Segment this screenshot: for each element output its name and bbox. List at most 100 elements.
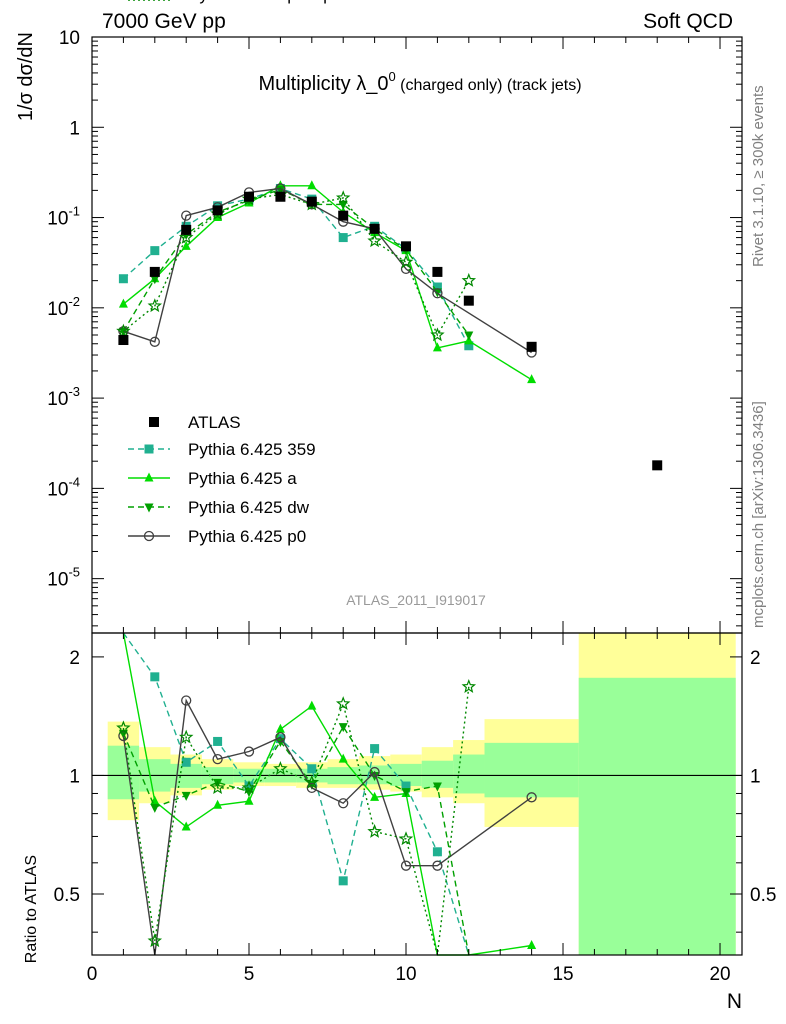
series-point-4	[430, 327, 445, 342]
series-point-4	[116, 323, 131, 338]
series-point-3	[149, 336, 160, 347]
x-tick-label: 10	[395, 964, 416, 985]
series-point-1	[118, 298, 128, 308]
ratio-point-4	[178, 729, 194, 744]
series-point-3	[181, 210, 192, 221]
series-point-3	[432, 288, 443, 299]
ratio-point-3	[118, 730, 129, 742]
legend-label: Pythia 6.425 dw	[188, 498, 310, 517]
ratio-point-1	[527, 939, 537, 949]
ratio-band-green	[578, 677, 736, 955]
series-point-0	[118, 274, 128, 284]
ratio-point-1	[181, 821, 191, 831]
series-point-4	[398, 254, 414, 269]
ratio-point-3	[181, 695, 192, 706]
series-point-4	[335, 190, 351, 205]
ratio-point-0	[181, 757, 191, 767]
series-point-1	[181, 240, 191, 250]
ratio-point-0	[150, 672, 160, 682]
ratio-point-0	[213, 736, 223, 746]
series-line-0	[122, 187, 470, 347]
series-point-0	[464, 341, 474, 351]
ratio-point-4	[210, 780, 225, 795]
ratio-point-4	[241, 780, 257, 795]
ratio-point-0	[432, 847, 442, 857]
ratio-point-4	[367, 823, 382, 838]
series-point-4	[178, 229, 194, 244]
legend-label: Pythia 6.425 p0	[188, 527, 306, 546]
atlas-data-point	[275, 191, 286, 202]
series-point-2	[118, 327, 128, 337]
y-tick-label: 10-4	[47, 474, 80, 500]
atlas-data-point	[401, 241, 412, 252]
series-point-1	[527, 374, 537, 384]
atlas-data-point	[244, 191, 255, 202]
x-tick-label: 0	[87, 964, 98, 985]
y-tick-label: 10-5	[47, 565, 80, 591]
ratio-point-4	[116, 720, 131, 735]
ratio-point-3	[369, 766, 380, 778]
ratio-point-4	[147, 933, 163, 948]
x-tick-label: 15	[552, 964, 573, 985]
ratio-y-tick-label: 1	[69, 766, 80, 787]
x-axis-label: N	[727, 990, 742, 1013]
legend-marker-2	[144, 503, 154, 513]
y-tick-label: 10	[59, 28, 80, 49]
ratio-point-2	[181, 791, 191, 801]
series-point-4	[147, 298, 163, 313]
ratio-point-3	[432, 860, 443, 871]
ratio-point-4	[273, 761, 288, 775]
x-tick-label: 20	[709, 964, 730, 985]
ratio-point-0	[244, 781, 254, 791]
ratio-point-2	[338, 723, 348, 733]
chart-title: Multiplicity λ_00 (charged only) (track …	[258, 69, 581, 95]
series-point-0	[150, 246, 160, 256]
ratio-point-1	[370, 791, 380, 801]
atlas-data-point	[432, 266, 443, 277]
ratio-point-3	[306, 782, 317, 794]
atlas-data-point	[463, 295, 474, 306]
legend-label: Pythia 6.425 pro-q2o	[188, 0, 346, 4]
plot-layer: 0 5 10 15 20 10 1 10-1 10-2 10-3 10-4 10-5 0.5 0.5 1 1 2…	[47, 0, 776, 985]
series-point-1	[432, 342, 442, 352]
series-line-3	[123, 187, 532, 354]
ratio-point-4	[461, 679, 477, 693]
ratio-point-4	[335, 696, 351, 711]
series-point-2	[150, 275, 160, 285]
series-point-4	[461, 272, 477, 287]
ratio-y-tick-label: 0.5	[54, 885, 80, 906]
atlas-data-point	[338, 210, 349, 221]
ratio-point-2	[244, 788, 254, 798]
analysis-label: ATLAS_2011_I919017	[346, 592, 486, 608]
ratio-point-3	[338, 798, 349, 809]
series-point-4	[367, 233, 382, 248]
series-point-2	[338, 200, 348, 210]
ratio-point-1	[338, 753, 348, 763]
atlas-data-point	[526, 341, 537, 352]
x-tick-label: 5	[244, 964, 255, 985]
legend-label: Pythia 6.425 a	[188, 469, 297, 488]
atlas-data-point	[369, 223, 380, 234]
ratio-y-tick-label-right: 2	[750, 648, 761, 669]
series-line-1	[122, 185, 532, 381]
ratio-point-3	[526, 792, 537, 803]
legend-atlas-label: ATLAS	[188, 413, 241, 432]
ratio-point-1	[213, 799, 223, 809]
header-left: 7000 GeV pp	[102, 10, 226, 33]
ratio-point-3	[275, 732, 286, 743]
series-point-0	[432, 282, 442, 292]
legend-atlas-marker	[149, 417, 159, 427]
atlas-data-point	[652, 460, 663, 471]
ratio-point-1	[275, 723, 285, 733]
y-tick-label: 10-1	[47, 204, 80, 230]
legend-marker-0	[144, 444, 154, 454]
ratio-point-3	[243, 746, 255, 757]
series-line-4	[122, 193, 470, 337]
ratio-point-3	[212, 754, 223, 765]
legend-marker-3	[143, 530, 155, 542]
atlas-data-point	[306, 196, 317, 207]
y-tick-label: 1	[69, 118, 80, 139]
ratio-point-0	[307, 764, 317, 774]
mcplots-label: mcplots.cern.ch [arXiv:1306.3436]	[750, 401, 767, 628]
